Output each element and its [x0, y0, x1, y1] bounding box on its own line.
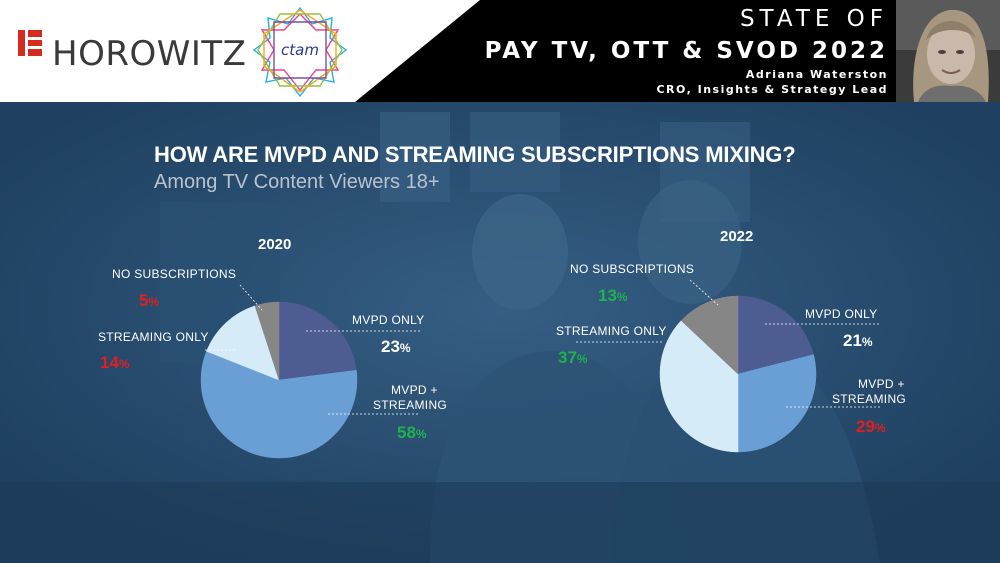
- presenter-role: CRO, Insights & Strategy Lead: [656, 83, 888, 96]
- pie-2022-slice-streaming-only: [659, 320, 739, 453]
- pie-2022-label-mvpd-only: MVPD ONLY: [805, 307, 878, 321]
- pie-2020-leader-no-subscriptions: [239, 284, 263, 311]
- pie-2020-value-mvpd-streaming: 58%: [397, 423, 427, 442]
- pie-2022-slice-mvpd-only: [737, 295, 814, 375]
- pie-2020-value-mvpd-only: 23%: [381, 337, 411, 356]
- ctam-logo-text: ctam: [281, 41, 319, 59]
- pie-2020-year: 2020: [258, 236, 292, 253]
- pie-2020-label-mvpd-only: MVPD ONLY: [352, 313, 425, 327]
- presenter-avatar: [896, 0, 1000, 102]
- pie-2022-year: 2022: [720, 228, 754, 245]
- pie-2020-value-no-subscriptions: 5%: [139, 291, 160, 310]
- presenter-name: Adriana Waterston: [745, 68, 888, 81]
- pie-2022-value-streaming-only: 37%: [558, 348, 588, 367]
- slide-title: HOW ARE MVPD AND STREAMING SUBSCRIPTIONS…: [154, 142, 796, 167]
- pie-2022-label-mvpd-streaming-2: STREAMING: [832, 392, 907, 406]
- ctam-logo: ctam: [250, 4, 350, 100]
- header-title-panel: [0, 0, 1000, 102]
- header-title-line2: PAY TV, OTT & SVOD 2022: [484, 38, 888, 64]
- horowitz-logo-icon: [18, 30, 44, 56]
- pie-2020-label-mvpd-streaming-2: STREAMING: [373, 398, 448, 412]
- pie-2022-label-streaming-only: STREAMING ONLY: [556, 324, 667, 338]
- pie-2022-label-mvpd-streaming-1: MVPD +: [858, 377, 905, 391]
- brand-name: HOROWITZ: [52, 34, 247, 74]
- pie-2020-label-mvpd-streaming-1: MVPD +: [391, 383, 438, 397]
- pie-2020-slice-no-subscriptions: [254, 301, 280, 381]
- slide-subtitle: Among TV Content Viewers 18+: [154, 171, 440, 193]
- pie-2020-slice-mvpd-only: [278, 301, 357, 381]
- pie-2022-value-no-subscriptions: 13%: [598, 286, 628, 305]
- pie-2022-slice-mvpd-streaming: [737, 354, 817, 453]
- pie-2020-value-streaming-only: 14%: [100, 353, 130, 372]
- pie-2020-label-no-subscriptions: NO SUBSCRIPTIONS: [112, 267, 237, 281]
- pie-2020-label-streaming-only: STREAMING ONLY: [98, 330, 209, 344]
- pie-2022-value-mvpd-only: 21%: [843, 331, 873, 350]
- header-title-line1: STATE OF: [739, 6, 888, 32]
- pie-2020-slice-mvpd-streaming: [200, 350, 358, 459]
- pie-2022-value-mvpd-streaming: 29%: [856, 417, 886, 436]
- pie-2022-slice-no-subscriptions: [680, 295, 739, 375]
- pie-2022-label-no-subscriptions: NO SUBSCRIPTIONS: [570, 262, 695, 276]
